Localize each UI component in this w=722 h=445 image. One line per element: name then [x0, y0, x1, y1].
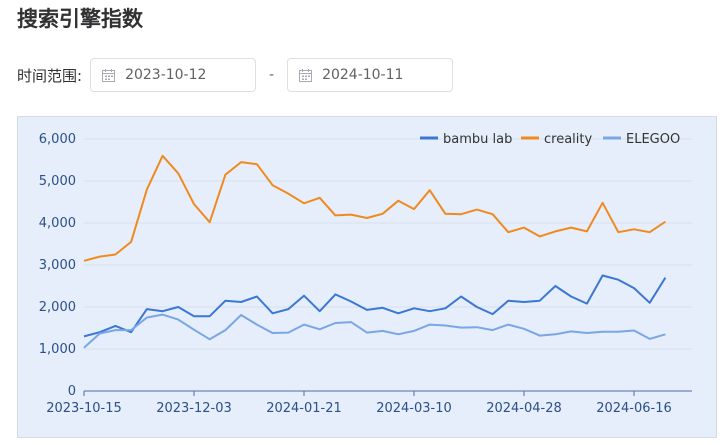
y-tick-label: 1,000: [39, 342, 76, 357]
calendar-icon: [299, 68, 313, 82]
date-range-filter: 时间范围: 2023-10-12 - 2024-10-11: [17, 57, 454, 93]
chart-canvas: 0 1,000 2,000 3,000 4,000 5,000 6,000 2023-10-1…: [39, 132, 692, 416]
x-tick-label: 2024-04-28: [486, 401, 562, 416]
y-tick-label: 3,000: [39, 258, 76, 273]
y-tick-label: 0: [68, 384, 76, 399]
x-tick-label: 2023-10-15: [46, 401, 122, 416]
legend-label: creality: [544, 132, 592, 147]
series-line-elegoo: [83, 313, 666, 349]
x-tick-label: 2023-12-03: [156, 401, 232, 416]
y-tick-label: 5,000: [39, 174, 76, 189]
end-date-value: 2024-10-11: [322, 67, 404, 83]
start-date-input[interactable]: 2023-10-12: [90, 58, 257, 92]
series-line-bambu-lab: [83, 274, 667, 338]
page-title: 搜索引擎指数: [17, 7, 143, 31]
x-tick-label: 2024-03-10: [376, 401, 452, 416]
x-tick-label: 2024-01-21: [266, 401, 342, 416]
y-tick-label: 6,000: [39, 132, 76, 147]
x-tick-label: 2024-06-16: [596, 401, 672, 416]
date-range-label: 时间范围:: [17, 66, 83, 85]
series-line-creality: [83, 154, 666, 262]
start-date-value: 2023-10-12: [125, 67, 207, 83]
end-date-input[interactable]: 2024-10-11: [287, 58, 454, 92]
legend-label: bambu lab: [443, 132, 512, 147]
search-index-chart: 0 1,000 2,000 3,000 4,000 5,000 6,000 2023-10-1…: [17, 116, 717, 438]
range-separator: -: [269, 67, 275, 83]
calendar-icon: [102, 68, 116, 82]
legend-label: ELEGOO: [626, 132, 680, 147]
y-tick-label: 4,000: [39, 216, 76, 231]
y-tick-label: 2,000: [39, 300, 76, 315]
